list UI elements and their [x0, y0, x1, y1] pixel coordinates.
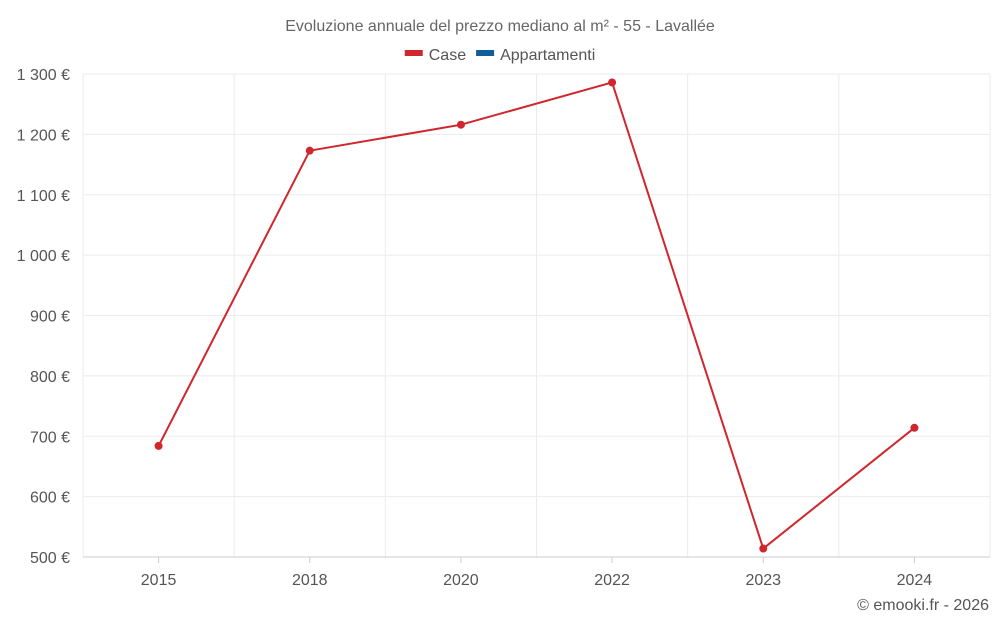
- y-tick-label: 1 000 €: [17, 248, 70, 265]
- y-tick-label: 1 100 €: [17, 188, 70, 205]
- y-tick-label: 1 200 €: [17, 127, 70, 144]
- x-tick-label: 2020: [443, 572, 479, 589]
- y-tick-label: 800 €: [30, 369, 70, 386]
- legend-item[interactable]: Case: [404, 47, 466, 64]
- legend-swatch: [404, 50, 423, 56]
- x-tick-label: 2023: [745, 572, 781, 589]
- chart-title: Evoluzione annuale del prezzo mediano al…: [285, 18, 715, 35]
- chart-grid: [82, 73, 991, 558]
- data-point[interactable]: [154, 441, 163, 450]
- y-tick-label: 600 €: [30, 490, 70, 507]
- x-tick-label: 2024: [897, 572, 933, 589]
- x-tick-label: 2022: [594, 572, 630, 589]
- y-tick-label: 500 €: [30, 550, 70, 567]
- data-point[interactable]: [759, 544, 768, 553]
- y-tick-label: 900 €: [30, 309, 70, 326]
- series-line: [157, 81, 916, 550]
- data-point[interactable]: [608, 78, 617, 87]
- y-tick-label: 1 300 €: [17, 67, 70, 84]
- chart-legend: Case Appartamenti: [404, 47, 595, 64]
- y-axis: 500 € 600 € 700 € 800 € 900 € 1 000 € 1 100 € 1…: [17, 67, 70, 567]
- x-tick-label: 2018: [292, 572, 328, 589]
- data-point[interactable]: [456, 120, 465, 129]
- legend-item[interactable]: Appartamenti: [476, 47, 595, 64]
- legend-label: Case: [429, 47, 466, 64]
- data-point[interactable]: [910, 423, 919, 432]
- legend-label: Appartamenti: [500, 47, 595, 64]
- x-axis: 2015 2018 2020 2022 2023 2024: [83, 556, 990, 589]
- credit-text: © emooki.fr - 2026: [857, 597, 989, 614]
- y-tick-label: 700 €: [30, 429, 70, 446]
- x-tick-label: 2015: [141, 572, 177, 589]
- legend-swatch: [476, 50, 495, 56]
- chart-series: [154, 78, 919, 553]
- data-point[interactable]: [305, 146, 314, 155]
